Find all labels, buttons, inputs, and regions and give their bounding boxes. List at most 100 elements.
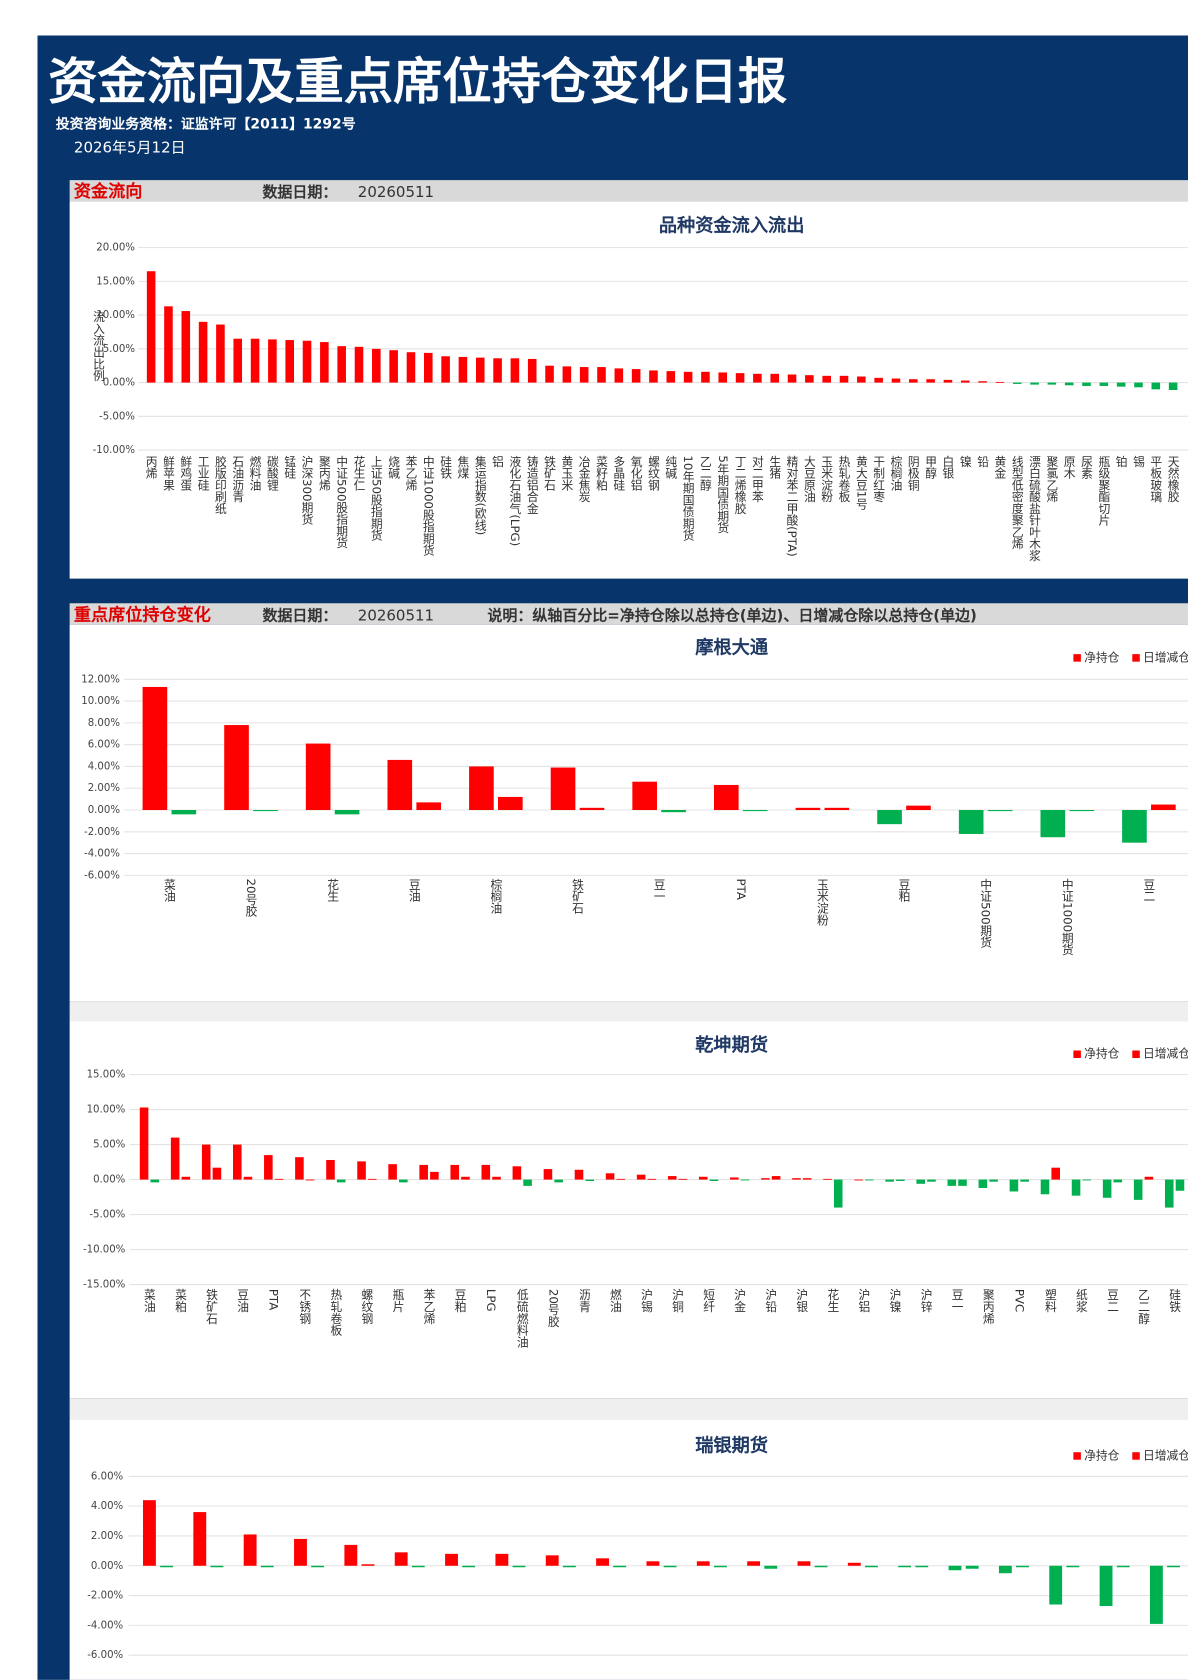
bar: [336, 1179, 346, 1183]
x-tick-label: 菜籽粕: [595, 455, 609, 490]
x-tick-label: 菜油: [162, 879, 176, 903]
chart-title: 瑞银期货: [695, 1435, 768, 1457]
bar: [916, 1179, 926, 1184]
bar: [1020, 1179, 1029, 1182]
x-tick-label: 黄玉米: [560, 455, 574, 492]
x-tick-label: 沪金: [733, 1288, 747, 1312]
bar: [1144, 1176, 1154, 1180]
bar: [1164, 1179, 1174, 1208]
x-tick-label: 天然橡胶: [1166, 455, 1180, 503]
bar: [250, 338, 260, 383]
bar: [792, 1178, 801, 1180]
bar: [823, 1178, 832, 1180]
y-tick-label: 20.00%: [96, 243, 135, 254]
x-tick-label: 聚丙烯: [981, 1289, 995, 1325]
bar: [326, 1159, 335, 1180]
bar: [554, 1179, 563, 1183]
y-tick-label: 2.00%: [91, 1531, 124, 1542]
x-tick-label: 对二甲苯: [750, 455, 764, 503]
bar: [164, 306, 173, 383]
bar: [649, 370, 658, 383]
bar: [761, 1178, 770, 1180]
bar: [764, 1565, 778, 1569]
bar: [1133, 1179, 1143, 1200]
bar: [678, 1178, 688, 1180]
bar: [181, 1176, 191, 1180]
x-tick-label: 线型低密度聚乙烯: [1010, 455, 1024, 550]
y-tick-label: -10.00%: [93, 445, 136, 456]
bar: [877, 810, 902, 825]
x-tick-label: 丁二烯橡胶: [733, 455, 747, 514]
bar: [441, 356, 450, 383]
y-tick-label: 10.00%: [96, 310, 135, 321]
bar: [958, 1179, 967, 1186]
chart-panel: [69, 1419, 1188, 1680]
bar: [344, 1544, 358, 1566]
x-tick-label: 热轧卷板: [837, 455, 851, 503]
x-tick-label: 锡: [1131, 455, 1145, 468]
x-tick-label: 瓶片: [391, 1288, 405, 1313]
bar: [616, 1178, 626, 1180]
bar: [1099, 1565, 1113, 1607]
bar: [1151, 804, 1176, 811]
chart-panel: [69, 201, 1188, 579]
bar: [814, 1565, 828, 1568]
bar: [770, 373, 780, 383]
x-tick-label: 沪铝: [857, 1288, 871, 1312]
bar: [709, 1179, 719, 1181]
chart-title: 乾坤期货: [695, 1034, 768, 1056]
x-tick-label: 乙二醇: [698, 455, 712, 490]
bar: [1116, 382, 1126, 387]
bar: [822, 375, 831, 383]
x-tick-label: 短纤: [702, 1288, 716, 1313]
bar: [198, 321, 208, 383]
section-title: 资金流向: [74, 181, 143, 202]
x-tick-label: 豆粕: [453, 1289, 467, 1313]
x-tick-label: 焦煤: [456, 455, 470, 479]
bar: [1066, 1565, 1080, 1568]
report-date: 2026年5月12日: [74, 138, 186, 156]
x-tick-label: 螺纹钢: [646, 455, 660, 490]
bar: [740, 1179, 750, 1181]
bar: [481, 1164, 491, 1180]
chart-title: 品种资金流入流出: [659, 215, 805, 237]
bar: [839, 375, 849, 383]
bar: [943, 379, 953, 383]
bar: [475, 357, 485, 383]
y-axis-label: 流入流出比例: [92, 310, 106, 381]
bar: [334, 810, 360, 815]
bar: [742, 810, 768, 812]
bar: [139, 1107, 149, 1180]
x-tick-label: LPG: [484, 1289, 498, 1312]
x-tick-label: 多晶硅: [612, 455, 626, 491]
x-tick-label: 螺纹钢: [360, 1289, 374, 1324]
x-tick-label: 上证50股指期货: [369, 455, 383, 541]
bar: [510, 358, 520, 383]
panel-gap: [69, 1398, 1188, 1420]
x-tick-label: 胶版印刷纸: [213, 455, 227, 515]
bar: [224, 725, 249, 811]
bar: [337, 346, 346, 383]
y-tick-label: 4.00%: [88, 761, 121, 772]
bar: [1082, 382, 1091, 386]
bar: [730, 1177, 739, 1180]
x-tick-label: 镍: [958, 455, 972, 468]
report-title: 资金流向及重点席位持仓变化日报: [48, 53, 787, 111]
x-tick-label: 玉米淀粉: [815, 879, 829, 926]
bar: [562, 366, 572, 383]
bar: [896, 1179, 905, 1181]
bar: [802, 1178, 812, 1180]
x-tick-label: 豆油: [407, 879, 421, 903]
x-tick-label: PVC: [1012, 1289, 1026, 1312]
date-label: 数据日期：: [262, 606, 337, 624]
x-tick-label: 液化石油气(LPG): [508, 455, 522, 546]
bar: [978, 1179, 988, 1188]
x-tick-label: 铁矿石: [205, 1289, 219, 1324]
bar: [142, 686, 168, 811]
x-tick-label: 烧碱: [387, 455, 401, 479]
bar: [160, 1565, 174, 1568]
bar: [795, 807, 821, 811]
x-tick-label: 锰硅: [283, 455, 297, 479]
bar: [243, 1534, 257, 1566]
legend-label: 日增减仓: [1143, 1448, 1188, 1462]
